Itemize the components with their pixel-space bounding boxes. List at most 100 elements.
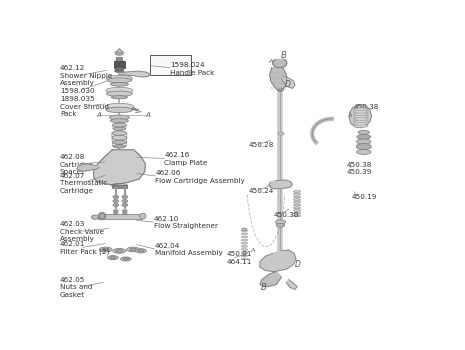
Ellipse shape — [275, 220, 286, 224]
Ellipse shape — [111, 183, 127, 187]
Ellipse shape — [110, 119, 128, 123]
Text: 462.12
Shower Nipple
Assembly: 462.12 Shower Nipple Assembly — [60, 65, 113, 86]
Ellipse shape — [357, 134, 371, 139]
Text: B: B — [261, 283, 266, 292]
Ellipse shape — [357, 149, 371, 154]
Text: B: B — [281, 51, 287, 60]
Polygon shape — [270, 68, 287, 91]
Text: 450.38: 450.38 — [353, 104, 379, 110]
Ellipse shape — [122, 203, 128, 206]
Text: 450.24: 450.24 — [249, 188, 274, 194]
Ellipse shape — [99, 247, 112, 252]
Text: 450.19: 450.19 — [352, 194, 377, 200]
Ellipse shape — [278, 89, 283, 91]
Ellipse shape — [106, 87, 133, 94]
Text: 450.28: 450.28 — [249, 142, 274, 148]
Ellipse shape — [353, 113, 368, 116]
Text: 462.01
Filter Pack (2): 462.01 Filter Pack (2) — [60, 241, 109, 255]
Ellipse shape — [353, 115, 368, 118]
Ellipse shape — [113, 127, 126, 131]
Ellipse shape — [293, 210, 301, 211]
Text: 462.05
Nuts and
Gasket: 462.05 Nuts and Gasket — [60, 277, 93, 298]
Bar — [99, 214, 142, 218]
Ellipse shape — [122, 214, 127, 215]
Text: 462.06
Flow Cartridge Assembly: 462.06 Flow Cartridge Assembly — [155, 170, 245, 183]
Ellipse shape — [241, 233, 248, 235]
Text: 462.07
Thermostatic
Cartridge: 462.07 Thermostatic Cartridge — [60, 173, 107, 194]
Polygon shape — [272, 60, 287, 68]
Ellipse shape — [113, 123, 126, 127]
Text: 1898.035
Cover Shroud
Pack: 1898.035 Cover Shroud Pack — [60, 96, 109, 117]
Ellipse shape — [116, 59, 123, 61]
Bar — [112, 186, 126, 188]
Polygon shape — [260, 250, 296, 272]
Ellipse shape — [293, 196, 301, 198]
Polygon shape — [269, 180, 292, 189]
Ellipse shape — [293, 215, 301, 217]
Ellipse shape — [140, 213, 146, 219]
Ellipse shape — [293, 207, 301, 209]
Ellipse shape — [293, 212, 301, 214]
Ellipse shape — [276, 224, 285, 227]
Ellipse shape — [134, 109, 139, 111]
Ellipse shape — [241, 236, 248, 238]
Text: 462.16
Clamp Plate: 462.16 Clamp Plate — [165, 153, 208, 166]
Ellipse shape — [113, 199, 119, 203]
Ellipse shape — [115, 70, 124, 72]
Ellipse shape — [113, 195, 119, 198]
Ellipse shape — [109, 115, 129, 120]
Ellipse shape — [122, 195, 128, 198]
Text: 1598.024
Handle Pack: 1598.024 Handle Pack — [170, 62, 214, 76]
Polygon shape — [349, 105, 372, 128]
Text: D: D — [285, 80, 291, 89]
Ellipse shape — [241, 255, 248, 257]
Ellipse shape — [113, 214, 118, 215]
Bar — [150, 55, 192, 75]
Ellipse shape — [110, 257, 116, 259]
Ellipse shape — [357, 139, 371, 145]
Ellipse shape — [293, 201, 301, 203]
Ellipse shape — [293, 199, 301, 201]
Ellipse shape — [130, 248, 137, 251]
Text: 450.38
450.39: 450.38 450.39 — [346, 162, 372, 175]
Ellipse shape — [106, 107, 133, 113]
Ellipse shape — [113, 248, 126, 253]
Text: A: A — [251, 247, 255, 253]
Ellipse shape — [136, 249, 146, 253]
Text: A: A — [347, 113, 352, 118]
Ellipse shape — [106, 91, 133, 97]
Ellipse shape — [358, 131, 370, 134]
Ellipse shape — [293, 204, 301, 206]
Ellipse shape — [293, 191, 301, 192]
Ellipse shape — [115, 53, 123, 55]
Text: A: A — [146, 112, 150, 118]
Polygon shape — [120, 71, 150, 77]
Ellipse shape — [353, 120, 368, 122]
Ellipse shape — [113, 140, 126, 144]
Ellipse shape — [102, 248, 109, 251]
Ellipse shape — [293, 193, 301, 195]
Text: D: D — [295, 260, 301, 269]
Text: 462.04
Manifold Assembly: 462.04 Manifold Assembly — [155, 243, 222, 256]
Text: 462.03
Check Valve
Assembly: 462.03 Check Valve Assembly — [60, 222, 104, 243]
Ellipse shape — [138, 250, 144, 252]
Ellipse shape — [99, 214, 105, 219]
Ellipse shape — [107, 78, 132, 83]
Ellipse shape — [112, 135, 127, 140]
Text: 1598.030: 1598.030 — [60, 88, 94, 93]
Ellipse shape — [241, 258, 248, 260]
Ellipse shape — [116, 250, 123, 252]
Ellipse shape — [241, 252, 248, 254]
Polygon shape — [77, 164, 100, 172]
Ellipse shape — [353, 108, 368, 111]
Ellipse shape — [241, 242, 248, 244]
Text: A: A — [96, 112, 100, 118]
Bar — [114, 61, 125, 68]
Ellipse shape — [116, 57, 123, 59]
Ellipse shape — [122, 211, 127, 213]
Polygon shape — [115, 49, 124, 53]
Ellipse shape — [115, 68, 124, 70]
Text: 450.01
464.11: 450.01 464.11 — [227, 251, 252, 265]
Ellipse shape — [353, 122, 368, 125]
Ellipse shape — [113, 145, 126, 148]
